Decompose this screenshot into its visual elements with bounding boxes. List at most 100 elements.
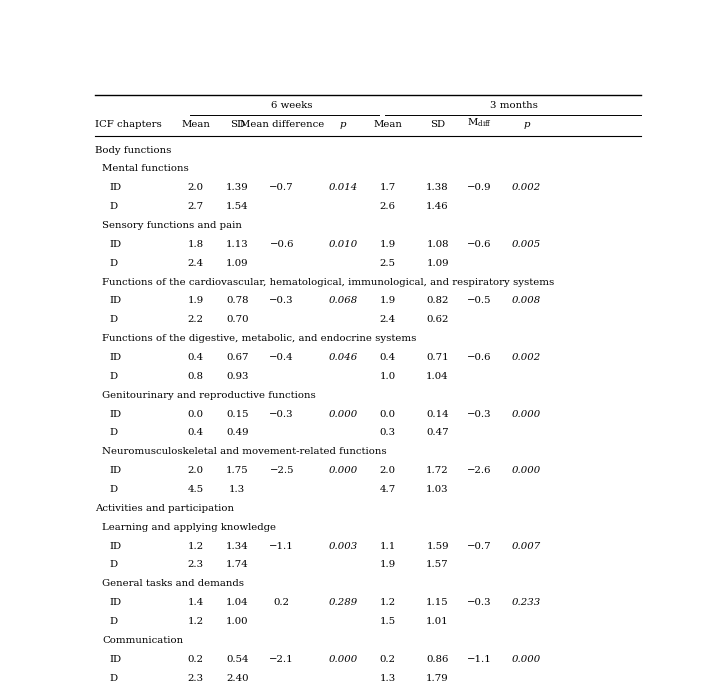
Text: 0.000: 0.000 — [512, 410, 541, 419]
Text: 1.01: 1.01 — [426, 617, 449, 626]
Text: 0.289: 0.289 — [328, 598, 358, 607]
Text: 0.62: 0.62 — [426, 315, 449, 324]
Text: 1.72: 1.72 — [426, 466, 449, 475]
Text: 0.4: 0.4 — [187, 428, 203, 438]
Text: −1.1: −1.1 — [269, 542, 294, 551]
Text: ID: ID — [109, 598, 121, 607]
Text: ID: ID — [109, 296, 121, 306]
Text: 0.002: 0.002 — [512, 353, 541, 362]
Text: 6 weeks: 6 weeks — [271, 101, 312, 110]
Text: 0.15: 0.15 — [226, 410, 248, 419]
Text: 2.40: 2.40 — [226, 674, 248, 683]
Text: −0.6: −0.6 — [269, 240, 294, 249]
Text: Functions of the digestive, metabolic, and endocrine systems: Functions of the digestive, metabolic, a… — [102, 334, 416, 343]
Text: 0.49: 0.49 — [226, 428, 248, 438]
Text: 0.67: 0.67 — [226, 353, 248, 362]
Text: 1.34: 1.34 — [226, 542, 248, 551]
Text: D: D — [109, 372, 117, 381]
Text: 1.4: 1.4 — [187, 598, 204, 607]
Text: 1.13: 1.13 — [226, 240, 248, 249]
Text: 0.0: 0.0 — [379, 410, 396, 419]
Text: ID: ID — [109, 353, 121, 362]
Text: 2.0: 2.0 — [187, 466, 203, 475]
Text: −0.7: −0.7 — [467, 542, 492, 551]
Text: 0.4: 0.4 — [187, 353, 203, 362]
Text: 2.3: 2.3 — [187, 674, 203, 683]
Text: 2.0: 2.0 — [187, 183, 203, 192]
Text: ID: ID — [109, 542, 121, 551]
Text: SD: SD — [230, 120, 245, 129]
Text: 2.5: 2.5 — [379, 259, 396, 267]
Text: Neuromusculoskeletal and movement-related functions: Neuromusculoskeletal and movement-relate… — [102, 447, 386, 456]
Text: Learning and applying knowledge: Learning and applying knowledge — [102, 523, 276, 531]
Text: 1.5: 1.5 — [379, 617, 396, 626]
Text: M$_\mathregular{diff}$: M$_\mathregular{diff}$ — [467, 116, 492, 129]
Text: 1.04: 1.04 — [226, 598, 248, 607]
Text: p: p — [523, 120, 530, 129]
Text: SD: SD — [430, 120, 445, 129]
Text: 1.9: 1.9 — [379, 240, 396, 249]
Text: ID: ID — [109, 240, 121, 249]
Text: −1.1: −1.1 — [467, 655, 492, 663]
Text: −0.3: −0.3 — [467, 410, 492, 419]
Text: 0.002: 0.002 — [512, 183, 541, 192]
Text: Mean difference: Mean difference — [240, 120, 324, 129]
Text: ID: ID — [109, 183, 121, 192]
Text: 1.79: 1.79 — [426, 674, 449, 683]
Text: D: D — [109, 315, 117, 324]
Text: −0.5: −0.5 — [467, 296, 492, 306]
Text: 1.57: 1.57 — [426, 560, 449, 570]
Text: 0.0: 0.0 — [187, 410, 203, 419]
Text: Functions of the cardiovascular, hematological, immunological, and respiratory s: Functions of the cardiovascular, hematol… — [102, 278, 554, 287]
Text: 1.1: 1.1 — [379, 542, 396, 551]
Text: −0.3: −0.3 — [467, 598, 492, 607]
Text: ICF chapters: ICF chapters — [95, 120, 162, 129]
Text: D: D — [109, 674, 117, 683]
Text: Body functions: Body functions — [95, 146, 172, 155]
Text: 0.78: 0.78 — [226, 296, 248, 306]
Text: −0.4: −0.4 — [269, 353, 294, 362]
Text: D: D — [109, 485, 117, 494]
Text: 0.70: 0.70 — [226, 315, 248, 324]
Text: 1.09: 1.09 — [226, 259, 248, 267]
Text: 0.000: 0.000 — [328, 655, 358, 663]
Text: 0.8: 0.8 — [187, 372, 203, 381]
Text: 1.9: 1.9 — [187, 296, 203, 306]
Text: −0.3: −0.3 — [269, 296, 294, 306]
Text: 0.000: 0.000 — [512, 466, 541, 475]
Text: 0.3: 0.3 — [379, 428, 396, 438]
Text: D: D — [109, 560, 117, 570]
Text: 1.15: 1.15 — [426, 598, 449, 607]
Text: 1.8: 1.8 — [187, 240, 203, 249]
Text: 1.39: 1.39 — [226, 183, 248, 192]
Text: Mean: Mean — [373, 120, 402, 129]
Text: −2.1: −2.1 — [269, 655, 294, 663]
Text: Activities and participation: Activities and participation — [95, 504, 234, 513]
Text: 1.08: 1.08 — [426, 240, 449, 249]
Text: 0.068: 0.068 — [328, 296, 358, 306]
Text: 2.2: 2.2 — [187, 315, 203, 324]
Text: 1.38: 1.38 — [426, 183, 449, 192]
Text: 1.46: 1.46 — [426, 202, 449, 211]
Text: 0.000: 0.000 — [328, 410, 358, 419]
Text: 0.010: 0.010 — [328, 240, 358, 249]
Text: ID: ID — [109, 655, 121, 663]
Text: Communication: Communication — [102, 636, 183, 645]
Text: 1.03: 1.03 — [426, 485, 449, 494]
Text: 1.59: 1.59 — [426, 542, 449, 551]
Text: 1.2: 1.2 — [187, 542, 203, 551]
Text: Mean: Mean — [181, 120, 210, 129]
Text: 0.014: 0.014 — [328, 183, 358, 192]
Text: Genitourinary and reproductive functions: Genitourinary and reproductive functions — [102, 391, 316, 399]
Text: 1.2: 1.2 — [379, 598, 396, 607]
Text: 0.003: 0.003 — [328, 542, 358, 551]
Text: 0.005: 0.005 — [512, 240, 541, 249]
Text: 0.000: 0.000 — [512, 655, 541, 663]
Text: 1.0: 1.0 — [379, 372, 396, 381]
Text: 0.2: 0.2 — [379, 655, 396, 663]
Text: 1.09: 1.09 — [426, 259, 449, 267]
Text: 1.75: 1.75 — [226, 466, 248, 475]
Text: D: D — [109, 428, 117, 438]
Text: 1.54: 1.54 — [226, 202, 248, 211]
Text: General tasks and demands: General tasks and demands — [102, 579, 244, 588]
